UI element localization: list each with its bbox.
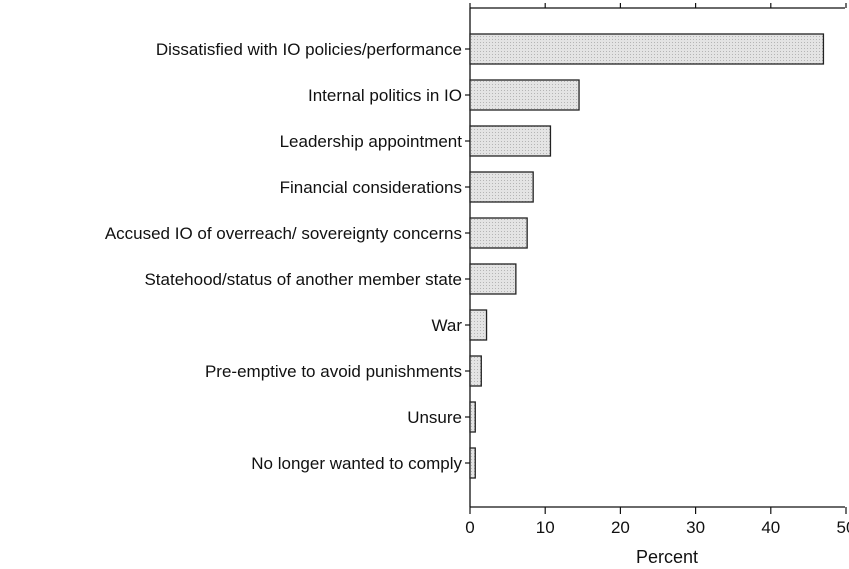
category-label: Internal politics in IO [308,86,462,105]
bar [469,125,552,157]
bar [469,447,476,479]
category-label: Accused IO of overreach/ sovereignty con… [105,224,462,243]
x-tick-label: 10 [536,518,555,537]
category-label: Pre-emptive to avoid punishments [205,362,462,381]
category-label: Unsure [407,408,462,427]
bar [469,79,580,111]
bar [469,355,482,387]
category-label: War [431,316,462,335]
category-label: Leadership appointment [280,132,463,151]
x-tick-label: 40 [761,518,780,537]
bar [469,401,476,433]
category-label: No longer wanted to comply [251,454,462,473]
category-label: Statehood/status of another member state [144,270,462,289]
x-tick-label: 50 [837,518,849,537]
x-axis-title: Percent [636,547,698,567]
bar [469,309,488,341]
bar [469,171,534,203]
x-tick-label: 0 [465,518,474,537]
plot-area: 0 10 20 30 40 50 Dissatisfied with IO policies… [105,3,849,537]
category-label: Dissatisfied with IO policies/performanc… [156,40,462,59]
bar [469,33,825,65]
bar [469,217,528,249]
x-tick-label: 20 [611,518,630,537]
bar [469,263,517,295]
x-tick-label: 30 [686,518,705,537]
category-label: Financial considerations [280,178,462,197]
